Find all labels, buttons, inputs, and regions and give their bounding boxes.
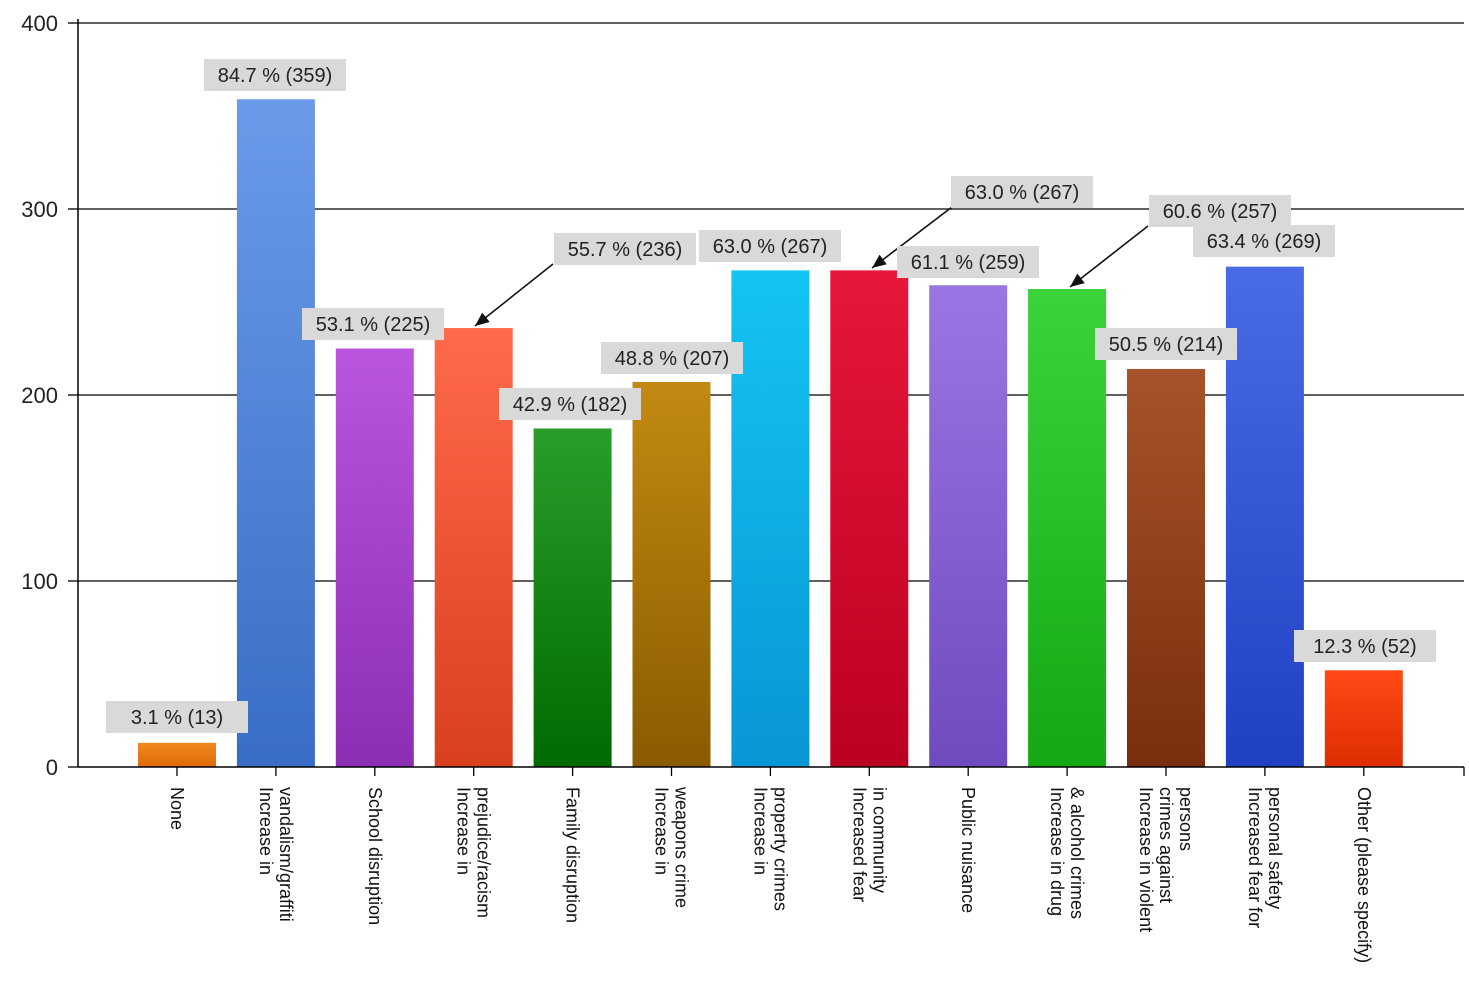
- data-label-box: [1095, 328, 1237, 360]
- label-arrowhead: [475, 312, 490, 326]
- bar: [1127, 368, 1205, 767]
- bar: [335, 348, 414, 767]
- data-label-box: [554, 233, 696, 265]
- label-leader-line: [1069, 225, 1149, 288]
- y-tick-label: 200: [21, 383, 58, 408]
- data-label: 60.6 % (257): [1163, 201, 1278, 223]
- y-tick-label: 300: [21, 197, 58, 222]
- x-tick-label: None: [167, 787, 187, 830]
- data-label-box: [499, 388, 641, 420]
- data-label-box: [1294, 630, 1436, 662]
- x-tick-label: Increase in drug& alcohol crimes: [1047, 787, 1087, 919]
- bar: [1225, 266, 1304, 767]
- x-tick-label: Increase inweapons crime: [652, 786, 692, 908]
- x-tick-label: Family disruption: [563, 787, 583, 923]
- bars: [138, 99, 1403, 767]
- data-label: 63.0 % (267): [965, 182, 1080, 204]
- y-tick-label: 400: [21, 11, 58, 36]
- data-labels: 3.1 % (13) 84.7 % (359) 53.1 % (225) 55.7 %…: [106, 59, 1436, 733]
- data-label: 63.0 % (267): [713, 236, 828, 258]
- x-tick-label: School disruption: [365, 787, 385, 925]
- y-tick-label: 100: [21, 569, 58, 594]
- label-leader-line: [871, 206, 953, 269]
- data-label: 50.5 % (214): [1109, 334, 1224, 356]
- x-tick-label: Increase in violentcrimes againstpersons: [1136, 787, 1196, 932]
- x-tick-label: Increased fear forpersonal safety: [1245, 787, 1285, 928]
- data-label: 48.8 % (207): [615, 348, 730, 370]
- data-label: 61.1 % (259): [911, 252, 1026, 274]
- data-label-box: [699, 230, 841, 262]
- x-tick-label: Increased fearin community: [849, 787, 889, 902]
- data-label: 12.3 % (52): [1313, 636, 1416, 658]
- data-label: 55.7 % (236): [568, 239, 683, 261]
- data-label: 42.9 % (182): [513, 394, 628, 416]
- bar: [731, 270, 810, 767]
- label-arrowhead: [1070, 273, 1085, 287]
- bar: [830, 270, 909, 767]
- axes: 0 100 200 300 400 None Increase invandalism/gr…: [21, 11, 1465, 963]
- data-label-box: [1149, 195, 1291, 227]
- data-label: 84.7 % (359): [218, 65, 333, 87]
- label-arrowhead: [872, 254, 887, 268]
- x-tick-label: Increase inproperty crimes: [750, 787, 790, 911]
- x-tick-label: Other (please specify): [1354, 787, 1374, 963]
- bar: [1028, 288, 1107, 767]
- x-tick-label: Public nuisance: [958, 787, 978, 913]
- data-label: 53.1 % (225): [316, 314, 431, 336]
- bar: [929, 285, 1008, 767]
- data-label-box: [106, 701, 248, 733]
- data-label-box: [601, 342, 743, 374]
- data-label-box: [897, 246, 1039, 278]
- x-tick-label: Increase inprejudice/racism: [454, 787, 494, 918]
- label-leader-line: [474, 263, 554, 327]
- data-label-box: [951, 176, 1093, 208]
- bar: [632, 381, 711, 767]
- bar: [533, 428, 612, 767]
- data-label-box: [204, 59, 346, 91]
- y-tick-label: 0: [46, 755, 58, 780]
- bar: [1324, 670, 1403, 767]
- bar: [138, 742, 216, 767]
- x-tick-label: Increase invandalism/graffiti: [256, 787, 296, 922]
- data-label-box: [1193, 225, 1335, 257]
- data-label: 3.1 % (13): [131, 707, 223, 729]
- data-label: 63.4 % (269): [1207, 231, 1322, 253]
- bar: [236, 99, 315, 767]
- data-label-box: [302, 308, 444, 340]
